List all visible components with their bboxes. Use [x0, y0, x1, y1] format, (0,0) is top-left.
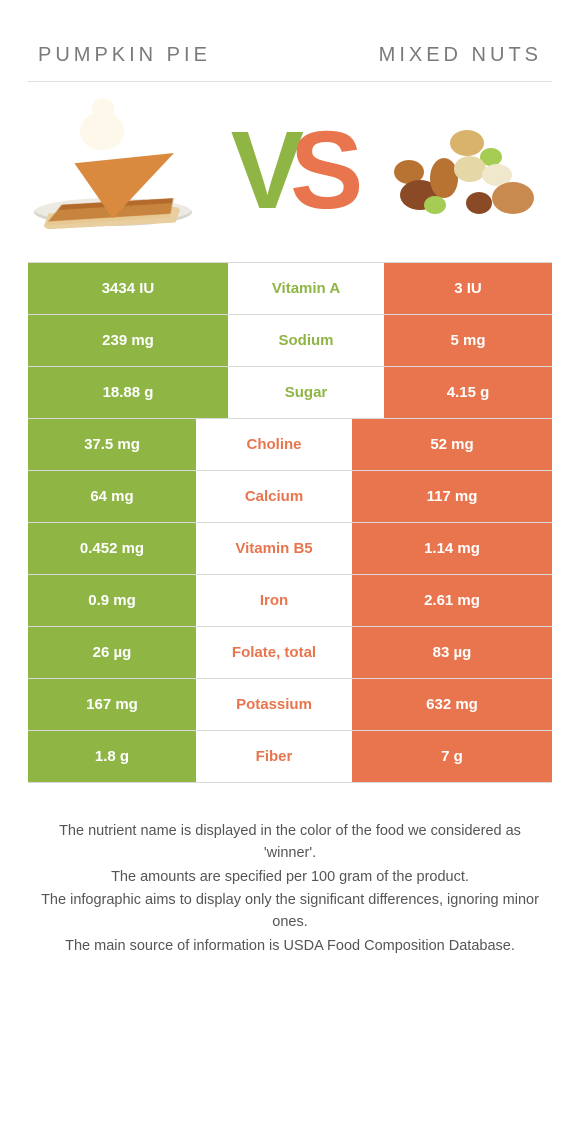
- title-row: PUMPKIN PIE MIXED NUTS: [28, 24, 552, 79]
- right-value: 7 g: [352, 731, 552, 782]
- left-value: 64 mg: [28, 471, 196, 522]
- footnote-line: The amounts are specified per 100 gram o…: [40, 867, 540, 889]
- right-value: 52 mg: [352, 419, 552, 470]
- nutrient-name: Vitamin B5: [196, 523, 352, 574]
- table-row: 0.9 mgIron2.61 mg: [28, 575, 552, 627]
- left-value: 167 mg: [28, 679, 196, 730]
- left-food-title: PUMPKIN PIE: [38, 44, 211, 67]
- vs-label: VS: [231, 116, 350, 226]
- footnote-line: The nutrient name is displayed in the co…: [40, 821, 540, 865]
- right-value: 5 mg: [384, 315, 552, 366]
- table-row: 1.8 gFiber7 g: [28, 731, 552, 783]
- table-row: 64 mgCalcium117 mg: [28, 471, 552, 523]
- title-divider: [28, 81, 552, 82]
- footnotes: The nutrient name is displayed in the co…: [28, 783, 552, 958]
- right-value: 2.61 mg: [352, 575, 552, 626]
- right-value: 3 IU: [384, 263, 552, 314]
- infographic-root: PUMPKIN PIE MIXED NUTS VS 3434 IUVitami: [0, 0, 580, 958]
- right-value: 632 mg: [352, 679, 552, 730]
- table-row: 0.452 mgVitamin B51.14 mg: [28, 523, 552, 575]
- table-row: 239 mgSodium5 mg: [28, 315, 552, 367]
- nutrient-name: Choline: [196, 419, 352, 470]
- nutrient-name: Calcium: [196, 471, 352, 522]
- nutrient-name: Sodium: [228, 315, 384, 366]
- table-row: 26 µgFolate, total83 µg: [28, 627, 552, 679]
- nutrient-name: Folate, total: [196, 627, 352, 678]
- table-row: 3434 IUVitamin A3 IU: [28, 263, 552, 315]
- left-value: 0.452 mg: [28, 523, 196, 574]
- nutrient-name: Fiber: [196, 731, 352, 782]
- vs-s: S: [290, 109, 349, 232]
- left-value: 37.5 mg: [28, 419, 196, 470]
- nutrient-name: Sugar: [228, 367, 384, 418]
- left-value: 0.9 mg: [28, 575, 196, 626]
- mixed-nuts-icon: [382, 106, 552, 236]
- right-value: 83 µg: [352, 627, 552, 678]
- nutrient-name: Vitamin A: [228, 263, 384, 314]
- table-row: 167 mgPotassium632 mg: [28, 679, 552, 731]
- right-food-title: MIXED NUTS: [379, 44, 542, 67]
- table-row: 18.88 gSugar4.15 g: [28, 367, 552, 419]
- table-row: 37.5 mgCholine52 mg: [28, 419, 552, 471]
- nutrient-table: 3434 IUVitamin A3 IU239 mgSodium5 mg18.8…: [28, 262, 552, 783]
- left-value: 18.88 g: [28, 367, 228, 418]
- nutrient-name: Potassium: [196, 679, 352, 730]
- left-value: 1.8 g: [28, 731, 196, 782]
- left-value: 239 mg: [28, 315, 228, 366]
- footnote-line: The infographic aims to display only the…: [40, 890, 540, 934]
- hero-row: VS: [28, 96, 552, 262]
- right-value: 1.14 mg: [352, 523, 552, 574]
- nutrient-name: Iron: [196, 575, 352, 626]
- pumpkin-pie-icon: [28, 106, 198, 236]
- left-value: 26 µg: [28, 627, 196, 678]
- right-value: 4.15 g: [384, 367, 552, 418]
- left-value: 3434 IU: [28, 263, 228, 314]
- vs-v: V: [231, 109, 290, 232]
- right-value: 117 mg: [352, 471, 552, 522]
- footnote-line: The main source of information is USDA F…: [40, 936, 540, 958]
